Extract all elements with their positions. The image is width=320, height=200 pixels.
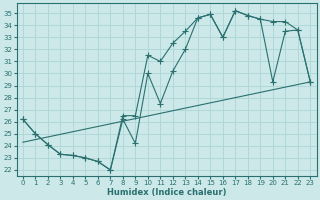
X-axis label: Humidex (Indice chaleur): Humidex (Indice chaleur) bbox=[107, 188, 226, 197]
